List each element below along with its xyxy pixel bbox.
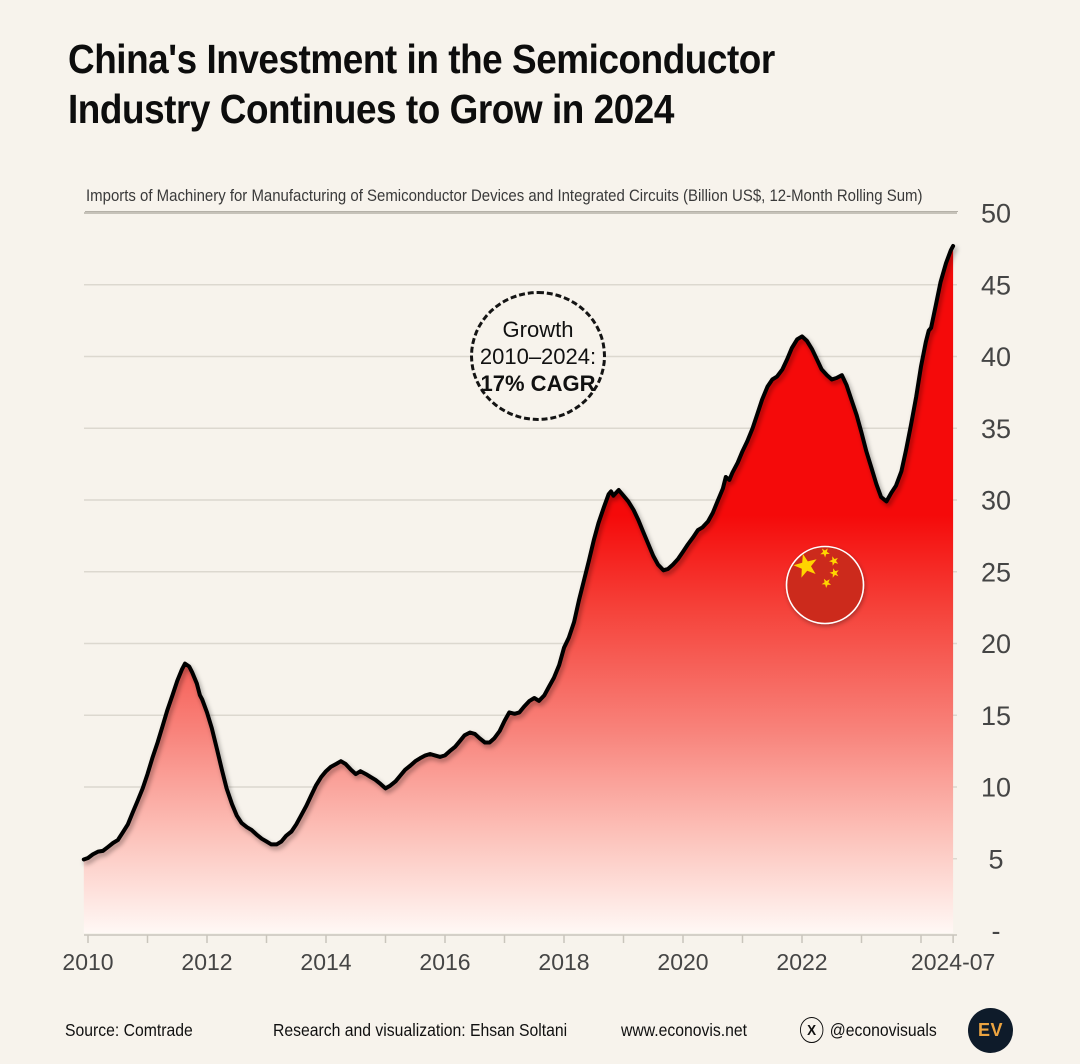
x-tick-label: 2022 [776,949,827,975]
title-block: China's Investment in the Semiconductor … [68,34,853,134]
x-tick-label: 2010 [62,949,113,975]
x-tick-label: 2018 [538,949,589,975]
annotation-line-1: Growth [502,316,574,342]
annotation-line-3: 17% CAGR [480,370,596,396]
y-tick-label: 50 [981,199,1011,229]
x-tick-label: 2014 [300,949,351,975]
trend-line [81,244,956,862]
website-link[interactable]: www.econovis.net [621,1020,748,1040]
chart-subtitle: Imports of Machinery for Manufacturing o… [86,186,923,205]
page-title-line-2: Industry Continues to Grow in 2024 [68,86,674,132]
y-tick-label: 15 [981,701,1011,731]
y-tick-label: 10 [981,773,1011,803]
y-tick-label: 35 [981,414,1011,444]
y-tick-label: 30 [981,486,1011,516]
y-tick-label: - [992,916,1001,946]
y-tick-label: 25 [981,557,1011,587]
x-tick-label: 2020 [657,949,708,975]
x-twitter-icon: X [800,1017,824,1043]
y-tick-label: 45 [981,270,1011,300]
growth-annotation-badge: Growth 2010–2024: 17% CAGR [470,291,606,421]
x-tick-label: 2024-07 [911,949,995,975]
x-tick-label: 2012 [181,949,232,975]
econovis-logo: EV [968,1008,1013,1053]
page-title-line-1: China's Investment in the Semiconductor [68,36,775,82]
annotation-line-2: 2010–2024: [479,343,597,369]
y-tick-label: 20 [981,629,1011,659]
y-tick-label: 40 [981,342,1011,372]
social-handle[interactable]: @econovisuals [829,1019,937,1040]
china-flag-icon [785,545,865,625]
subtitle-divider [85,211,958,212]
area-fill [83,246,954,933]
credit-label: Research and visualization: Ehsan Soltan… [273,1020,568,1040]
source-label: Source: Comtrade [65,1020,193,1040]
x-tick-label: 2016 [419,949,470,975]
y-tick-label: 5 [988,844,1003,874]
social-handle-group[interactable]: X @econovisuals [800,1017,937,1043]
